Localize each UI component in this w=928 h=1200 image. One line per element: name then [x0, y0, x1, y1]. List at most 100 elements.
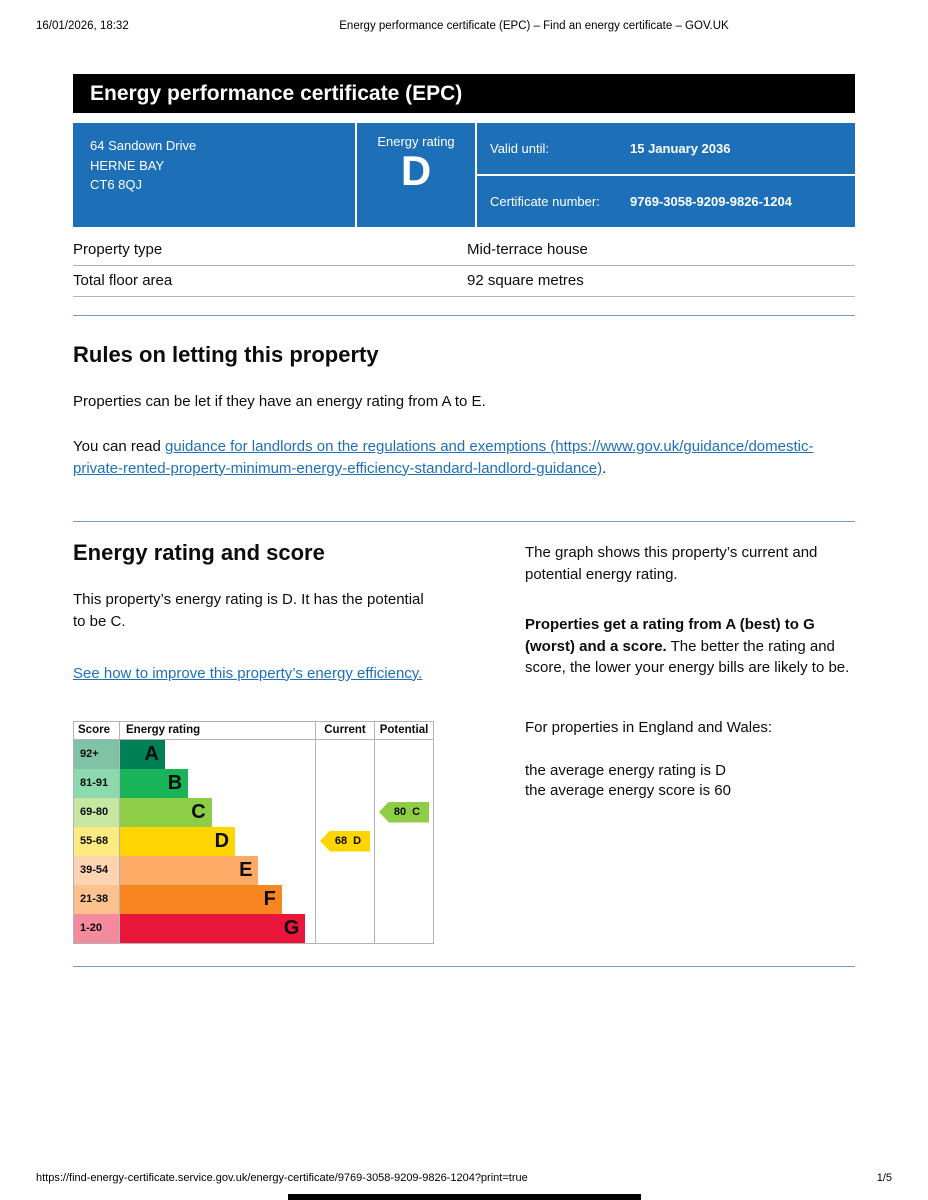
epc-band-letter: F [263, 887, 276, 910]
epc-current-cell [315, 913, 374, 943]
current-rating-marker: 68 D [320, 830, 370, 852]
footer-url: https://find-energy-certificate.service.… [36, 1172, 528, 1184]
energy-rating-value: D [400, 147, 432, 194]
epc-potential-cell: 80 C [374, 797, 433, 827]
chart-header-score: Score [78, 723, 110, 736]
epc-band-bar: G [120, 913, 306, 943]
epc-band-cell: F [119, 884, 315, 914]
epc-band-row-g: 1-20 G [74, 913, 433, 943]
epc-band-cell: E [119, 855, 315, 885]
epc-potential-cell [374, 913, 433, 943]
epc-current-cell [315, 739, 374, 769]
table-row: Total floor area 92 square metres [73, 266, 855, 297]
epc-potential-cell [374, 855, 433, 885]
epc-score-range: 69-80 [74, 797, 119, 827]
certificate-number-row: Certificate number: 9769-3058-9209-9826-… [477, 176, 855, 227]
epc-band-cell: A [119, 739, 315, 769]
rating-explanation-text: Properties get a rating from A (best) to… [525, 614, 855, 679]
epc-band-row-d: 55-68 D 68 D [74, 826, 433, 856]
energy-rating-label: Energy rating [377, 134, 455, 149]
rating-explanation-bold: Properties get a rating from A (best) to… [525, 615, 815, 655]
chart-band-rows: 92+ A 81-91 B 69-80 C 80 C 55-68 D 68 D 39-54 E 21-38 F… [74, 739, 433, 943]
potential-rating-marker: 80 C [379, 801, 429, 823]
epc-potential-cell [374, 739, 433, 769]
epc-band-cell: B [119, 768, 315, 798]
chart-header-current: Current [315, 721, 374, 739]
epc-band-cell: C [119, 797, 315, 827]
certificate-summary: 64 Sandown Drive HERNE BAY CT6 8QJ Energ… [73, 123, 855, 227]
epc-score-range: 55-68 [74, 826, 119, 856]
epc-band-letter: B [167, 771, 183, 794]
property-details-table: Property type Mid-terrace house Total fl… [73, 235, 855, 297]
epc-current-cell [315, 768, 374, 798]
epc-band-letter: C [191, 800, 206, 823]
rating-section: Energy rating and score This property’s … [73, 522, 855, 944]
epc-band-bar: A [120, 739, 165, 769]
rating-left-column: Energy rating and score This property’s … [73, 522, 465, 944]
chart-header-energy-rating: Energy rating [119, 721, 315, 739]
epc-band-letter: A [144, 742, 159, 765]
print-header: 16/01/2026, 18:32 Energy performance cer… [36, 20, 892, 32]
energy-rating-box: Energy rating D [357, 123, 477, 227]
certificate-number-value: 9769-3058-9209-9826-1204 [630, 194, 792, 209]
epc-band-row-f: 21-38 F [74, 884, 433, 914]
epc-band-bar: F [120, 884, 282, 914]
epc-potential-cell [374, 826, 433, 856]
epc-current-cell [315, 797, 374, 827]
epc-band-row-c: 69-80 C 80 C [74, 797, 433, 827]
rules-heading: Rules on letting this property [73, 342, 379, 367]
guidance-text-suffix: . [602, 459, 607, 477]
average-figures: the average energy rating is D the avera… [525, 761, 855, 802]
chart-header-row: Score Energy rating Current Potential [74, 721, 433, 740]
graph-intro-text: The graph shows this property’s current … [525, 544, 818, 583]
section-divider [73, 315, 855, 316]
property-address: 64 Sandown Drive HERNE BAY CT6 8QJ [73, 123, 357, 227]
epc-score-range: 81-91 [74, 768, 119, 798]
property-type-label: Property type [73, 241, 163, 258]
property-type-value: Mid-terrace house [467, 241, 588, 258]
epc-band-bar: B [120, 768, 189, 798]
epc-band-letter: D [214, 829, 230, 852]
rules-paragraph: Properties can be let if they have an en… [73, 393, 486, 410]
epc-score-range: 21-38 [74, 884, 119, 914]
landlord-guidance-link[interactable]: guidance for landlords on the regulation… [73, 437, 814, 477]
epc-score-range: 1-20 [74, 913, 119, 943]
average-score-text: the average energy score is 60 [525, 782, 731, 799]
england-wales-intro: For properties in England and Wales: [525, 719, 773, 736]
chart-header-potential: Potential [374, 721, 433, 739]
epc-score-range: 92+ [74, 739, 119, 769]
certificate-content: Energy performance certificate (EPC) 64 … [73, 74, 855, 967]
address-line-1: 64 Sandown Drive [90, 138, 197, 153]
next-page-banner-edge [288, 1194, 641, 1200]
epc-band-bar: D [120, 826, 236, 856]
address-line-2: HERNE BAY [90, 157, 165, 173]
epc-band-row-b: 81-91 B [74, 768, 433, 798]
epc-band-bar: E [120, 855, 259, 885]
certificate-number-label: Certificate number: [490, 194, 600, 209]
rating-explanation-rest: The better the rating and score, the low… [525, 637, 850, 677]
epc-banner: Energy performance certificate (EPC) [73, 74, 855, 113]
energy-rating-chart: Score Energy rating Current Potential 92… [73, 720, 434, 944]
print-datetime: 16/01/2026, 18:32 [36, 20, 129, 32]
guidance-paragraph: You can read guidance for landlords on t… [73, 436, 855, 480]
epc-current-cell: 68 D [315, 826, 374, 856]
rating-heading: Energy rating and score [73, 540, 325, 566]
epc-band-row-e: 39-54 E [74, 855, 433, 885]
epc-potential-cell [374, 884, 433, 914]
epc-score-range: 39-54 [74, 855, 119, 885]
valid-until-label: Valid until: [490, 141, 550, 156]
section-divider [73, 521, 855, 523]
average-rating-text: the average energy rating is D [525, 761, 726, 779]
epc-potential-cell [374, 768, 433, 798]
epc-band-letter: G [283, 916, 300, 939]
rating-right-column: The graph shows this property’s current … [465, 522, 855, 943]
valid-until-row: Valid until: 15 January 2036 [477, 123, 855, 176]
validity-panel: Valid until: 15 January 2036 Certificate… [477, 123, 855, 227]
epc-band-cell: G [119, 913, 315, 943]
improve-paragraph: See how to improve this property’s energ… [73, 663, 437, 685]
improve-efficiency-link[interactable]: See how to improve this property’s energ… [73, 664, 423, 682]
epc-band-row-a: 92+ A [74, 739, 433, 769]
rating-paragraph: This property’s energy rating is D. It h… [73, 591, 424, 630]
table-row: Property type Mid-terrace house [73, 235, 855, 266]
